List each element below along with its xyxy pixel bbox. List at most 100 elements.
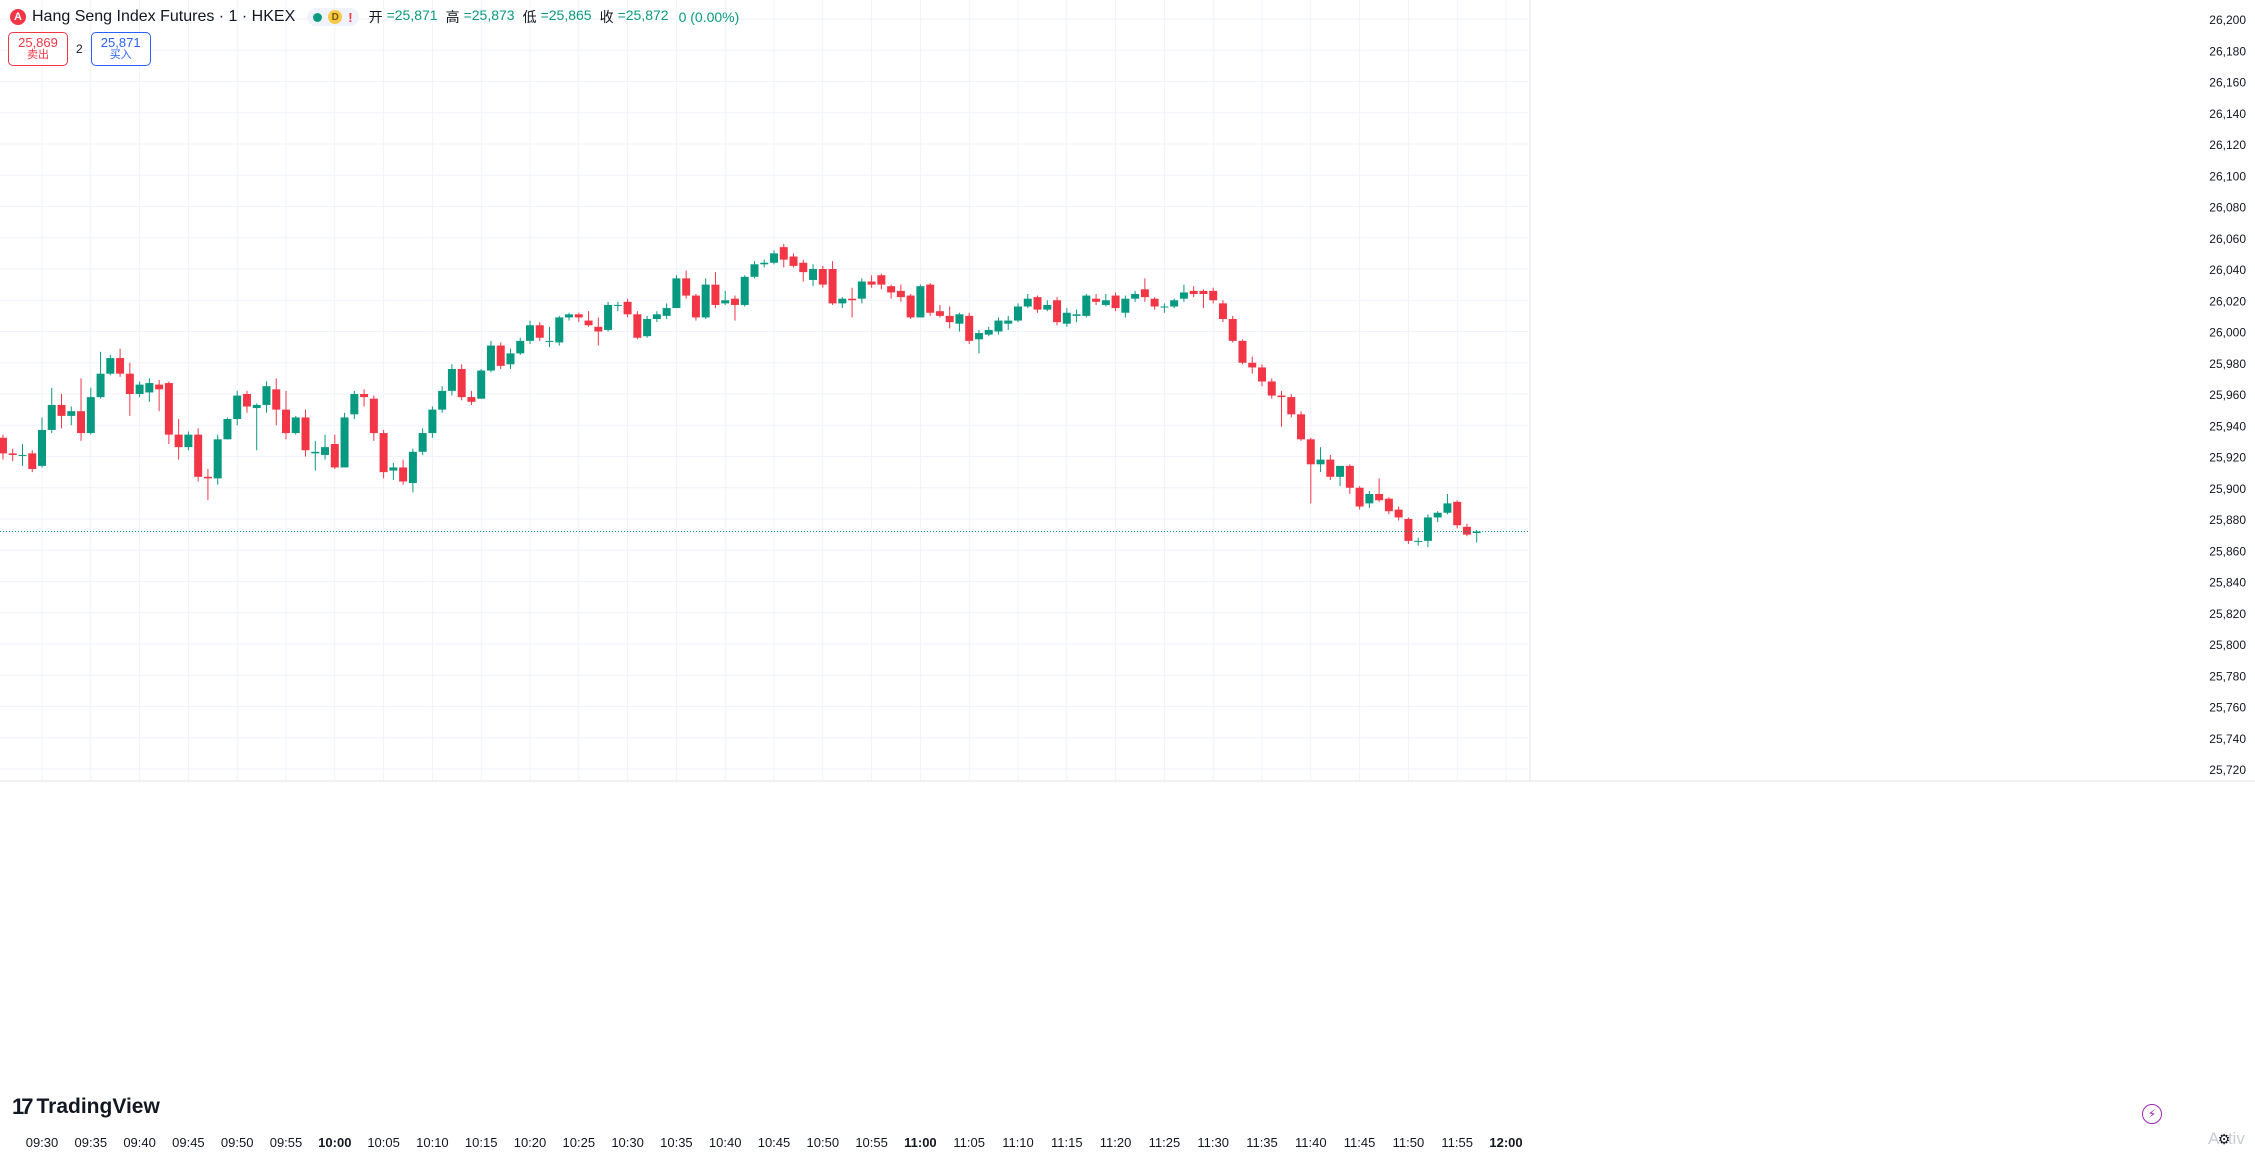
candle [1365,490,1374,509]
candle-body [818,269,827,285]
open-value: =25,871 [386,7,438,23]
x-tick-label: 11:20 [1100,1135,1132,1150]
candle [369,395,378,441]
candle [613,301,622,312]
y-tick-label: 25,740 [2209,732,2246,746]
x-tick-label: 11:50 [1393,1135,1425,1150]
candle [233,390,242,426]
candle-body [955,314,964,324]
candle [1453,500,1462,529]
candle-body [1111,295,1120,309]
candle [399,459,408,485]
candle [1433,511,1442,523]
candle-body [1228,319,1237,341]
candle [1355,486,1364,510]
candle [516,337,525,355]
candle [1140,278,1149,302]
candle [77,378,86,441]
candle [242,390,251,413]
candle-body [1404,519,1413,541]
candle [428,406,437,438]
candle-body [28,453,37,469]
candle-body [1082,295,1091,316]
candle [203,469,212,501]
candle-body [1209,290,1218,301]
candle-body [399,467,408,482]
candle [496,342,505,369]
candle [652,311,661,323]
symbol-title[interactable]: Hang Seng Index Futures · 1 · HKEX [32,8,296,25]
candle [1218,300,1227,323]
buy-button[interactable]: 25,871 买入 [90,32,151,66]
candle-body [282,409,290,434]
y-tick-label: 26,160 [2209,76,2246,90]
x-tick-label: 09:45 [172,1135,205,1150]
candle-body [1443,503,1452,513]
y-tick-label: 25,900 [2209,482,2246,496]
candle-body [652,314,661,319]
candle [408,448,417,493]
candle [809,264,818,287]
x-tick-label: 10:15 [465,1135,498,1150]
candle-body [1453,501,1462,526]
candle [1023,294,1032,309]
candle-body [1092,298,1101,302]
candle-body [1433,512,1442,518]
candle-body [360,394,369,398]
candle [125,362,134,416]
candle-body [682,278,691,296]
candle [594,317,603,346]
bolt-icon[interactable]: ⚡ [2142,1104,2162,1124]
x-tick-label: 10:10 [416,1135,449,1150]
candle [1238,339,1247,365]
candle-body [447,369,456,391]
candle [984,326,993,337]
candle-body [467,397,476,402]
tradingview-logo[interactable]: 17 TradingView [12,1094,160,1120]
close-value: =25,872 [617,7,669,23]
delayed-data-badge: D [328,10,343,24]
market-status-pill[interactable]: D ! [307,8,359,26]
candle-body [838,298,847,304]
candle-body [623,301,632,315]
candle [447,364,456,396]
candle-body [1414,540,1423,542]
candle-body [486,345,495,371]
candle-body [1277,395,1286,398]
candle-body [789,256,798,266]
candle-body [145,383,154,393]
candle-body [194,434,203,477]
candle-body [711,284,720,305]
candle [887,284,896,299]
x-tick-label: 11:35 [1246,1135,1278,1150]
x-tick-label: 11:10 [1002,1135,1034,1150]
y-tick-label: 26,140 [2209,107,2246,121]
candle [467,390,476,405]
candle [389,462,398,480]
candle [1404,517,1413,544]
candle-body [77,411,86,434]
exchange-badge-icon[interactable]: A [10,9,26,25]
candle-body [340,417,349,468]
y-tick-label: 25,780 [2209,669,2246,683]
candle [57,394,66,429]
candle-body [1462,526,1471,535]
candle [1228,315,1237,343]
sell-button[interactable]: 25,869 卖出 [8,32,68,66]
candle [740,275,749,307]
candle-body [1140,289,1149,298]
candle-body [1189,290,1198,294]
x-tick-label: 10:30 [611,1135,644,1150]
candle [457,364,466,401]
candle [8,448,17,462]
y-tick-label: 26,080 [2209,201,2246,215]
x-tick-label: 11:30 [1197,1135,1229,1150]
y-tick-label: 25,800 [2209,638,2246,652]
candle-body [633,314,642,338]
trade-panel: 25,869 卖出 2 25,871 买入 [8,32,151,66]
x-tick-label: 10:05 [367,1135,400,1150]
candle [682,270,691,299]
candle-body [106,358,115,374]
gear-icon[interactable]: ⚙ [2217,1130,2231,1147]
